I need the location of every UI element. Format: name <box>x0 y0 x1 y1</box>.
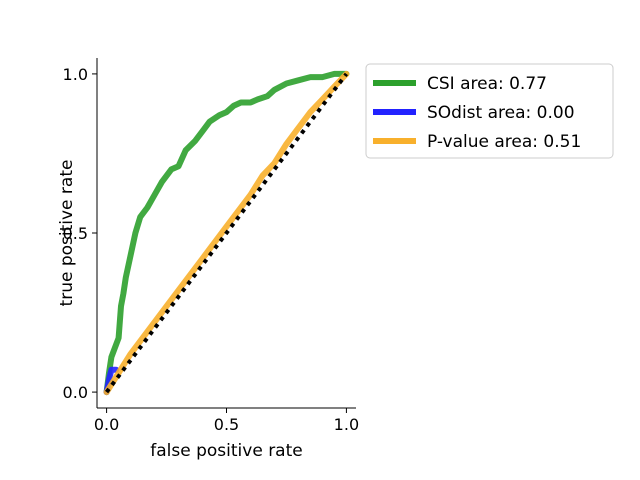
x-tick-label: 0.0 <box>94 415 119 434</box>
y-tick-label: 0.5 <box>63 224 88 243</box>
axes: 0.0 0.5 1.0 0.0 0.5 1.0 <box>63 58 359 434</box>
legend-label: SOdist area: 0.00 <box>427 103 575 123</box>
x-axis-title: false positive rate <box>150 441 302 461</box>
y-axis-title: true positive rate <box>57 160 77 307</box>
x-tick-label: 1.0 <box>334 415 359 434</box>
legend-frame <box>365 63 614 159</box>
legend-label: P-value area: 0.51 <box>427 132 581 152</box>
y-ticks: 0.0 0.5 1.0 <box>63 65 97 402</box>
y-tick-label: 1.0 <box>63 65 88 84</box>
series-line-p-value <box>103 70 350 396</box>
plot-area <box>103 70 350 396</box>
x-ticks: 0.0 0.5 1.0 <box>94 408 359 434</box>
legend: CSI area: 0.77 SOdist area: 0.00 P-value a… <box>365 63 614 159</box>
diagonal-reference-line <box>104 72 349 394</box>
series-line-csi <box>103 70 350 396</box>
y-tick-label: 0.0 <box>63 383 88 402</box>
legend-label: CSI area: 0.77 <box>427 74 547 94</box>
x-tick-label: 0.5 <box>214 415 239 434</box>
